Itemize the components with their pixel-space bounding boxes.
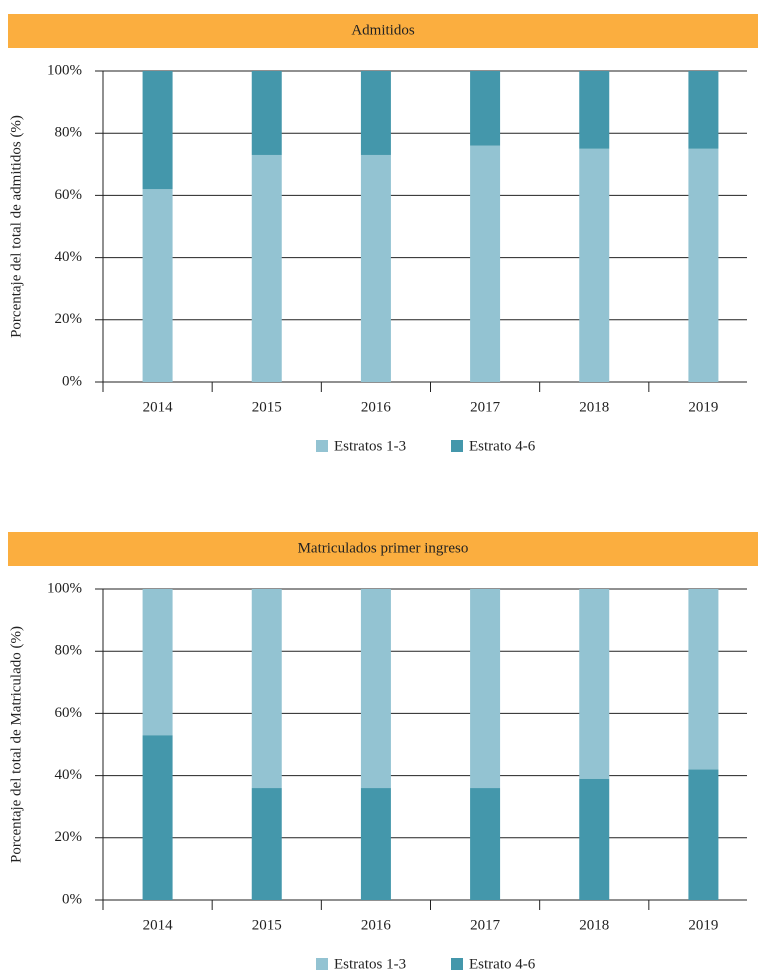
x-tick-label: 2016 <box>361 399 392 415</box>
x-tick-label: 2017 <box>470 399 501 415</box>
bar-segment <box>688 769 719 900</box>
bar-segment <box>579 148 610 382</box>
bar-segment <box>579 589 610 779</box>
bar-segment <box>142 735 173 900</box>
legend-swatch <box>451 958 463 970</box>
chart: Admitidos Porcentaje del total de admitid… <box>8 14 758 454</box>
y-tick-label: 60% <box>55 705 83 721</box>
legend-label: Estratos 1-3 <box>334 438 406 454</box>
bar-segment <box>360 154 391 382</box>
x-tick-label: 2015 <box>252 917 282 933</box>
y-tick-label: 20% <box>55 311 83 327</box>
bar-segment <box>579 778 610 900</box>
bar-segment <box>142 189 173 382</box>
y-tick-label: 80% <box>55 643 83 659</box>
x-tick-label: 2018 <box>579 917 609 933</box>
bar-segment <box>470 71 501 146</box>
x-tick-label: 2019 <box>688 917 718 933</box>
bar-segment <box>142 71 173 190</box>
bar-segment <box>251 589 282 789</box>
chart-title: Admitidos <box>351 22 415 38</box>
legend-swatch <box>451 440 463 452</box>
bar-segment <box>251 154 282 382</box>
x-tick-label: 2014 <box>143 917 174 933</box>
bar-segment <box>360 71 391 155</box>
bar-segment <box>360 589 391 789</box>
bar-segment <box>470 788 501 900</box>
bar-segment <box>251 788 282 900</box>
bar-segment <box>688 589 719 770</box>
chart: Matriculados primer ingreso Porcentaje de… <box>8 532 758 972</box>
x-tick-label: 2017 <box>470 917 501 933</box>
header-bar <box>8 14 758 48</box>
x-tick-label: 2019 <box>688 399 718 415</box>
y-axis-label: Porcentaje del total de admitidos (%) <box>8 115 24 338</box>
x-tick-label: 2016 <box>361 917 392 933</box>
y-tick-label: 80% <box>55 125 83 141</box>
bar-segment <box>688 148 719 382</box>
bar-segment <box>142 589 173 736</box>
y-tick-label: 40% <box>55 249 83 265</box>
x-tick-label: 2014 <box>143 399 174 415</box>
bar-segment <box>579 71 610 149</box>
bar-segment <box>470 589 501 789</box>
y-axis-label: Porcentaje del total de Matriculado (%) <box>8 626 24 863</box>
header-bar <box>8 532 758 566</box>
bar-segment <box>251 71 282 155</box>
y-tick-label: 100% <box>47 62 82 78</box>
x-tick-label: 2015 <box>252 399 282 415</box>
y-tick-label: 40% <box>55 767 83 783</box>
bar-segment <box>360 788 391 900</box>
bar-segment <box>470 145 501 382</box>
legend-label: Estrato 4-6 <box>469 956 536 972</box>
chart-title: Matriculados primer ingreso <box>298 540 469 556</box>
y-tick-label: 0% <box>62 373 82 389</box>
y-tick-label: 100% <box>47 580 82 596</box>
legend-label: Estratos 1-3 <box>334 956 406 972</box>
x-tick-label: 2018 <box>579 399 609 415</box>
legend-swatch <box>316 958 328 970</box>
bar-segment <box>688 71 719 149</box>
legend-label: Estrato 4-6 <box>469 438 536 454</box>
y-tick-label: 60% <box>55 187 83 203</box>
y-tick-label: 20% <box>55 829 83 845</box>
y-tick-label: 0% <box>62 891 82 907</box>
legend-swatch <box>316 440 328 452</box>
